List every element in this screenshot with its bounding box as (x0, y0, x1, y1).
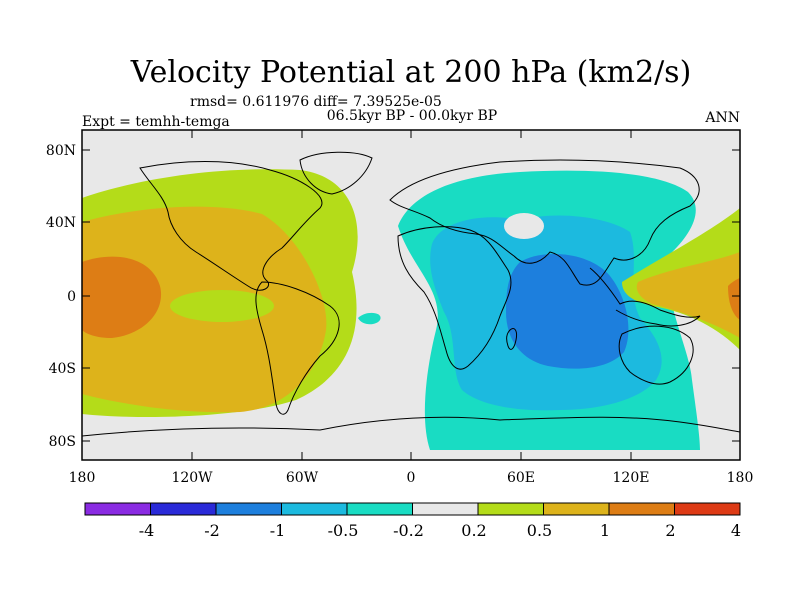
colorbar-swatch (477, 502, 544, 516)
x-tick-label: 180 (69, 470, 96, 486)
africa-coast (397, 226, 512, 370)
positive-core-orange (82, 256, 162, 338)
colorbar-label: -1 (270, 521, 286, 540)
negative-core-blue (506, 253, 629, 369)
coastlines (82, 151, 740, 437)
x-tick-label: 120W (171, 470, 213, 486)
east-positive-orange (728, 278, 740, 320)
east-positive-gold (636, 252, 740, 338)
season-label: ANN (704, 110, 740, 126)
colorbar-swatch (281, 502, 348, 516)
colorbar-label: -0.2 (393, 521, 424, 540)
y-tick-label: 80S (49, 434, 76, 450)
colorbar-label: -4 (139, 521, 155, 540)
colorbar-swatch (412, 502, 479, 516)
colorbar-swatch (608, 502, 675, 516)
x-tick-label: 0 (407, 470, 416, 486)
map-title: Velocity Potential at 200 hPa (km2/s) (130, 55, 692, 90)
europe-asia-coast (389, 159, 700, 286)
experiment-label: Expt = temhh-temga (82, 114, 230, 130)
colorbar-swatch (150, 502, 217, 516)
australia-coast (618, 325, 694, 385)
x-tick-label: 180 (727, 470, 754, 486)
colorbar-swatch (346, 502, 413, 516)
south-america-coast (255, 281, 340, 415)
colorbar-label: 0.5 (527, 521, 552, 540)
colorbar-label: 1 (600, 521, 610, 540)
colorbar-swatch (84, 502, 151, 516)
stats-label: rmsd= 0.611976 diff= 7.39525e-05 (190, 94, 442, 110)
y-tick-label: 80N (46, 143, 76, 159)
x-axis: 180 120W 60W 0 60E 120E 180 (69, 130, 754, 486)
x-tick-label: 60E (507, 470, 535, 486)
colorbar-swatch (674, 502, 741, 516)
y-tick-label: 40S (49, 361, 76, 377)
negative-hole (504, 213, 544, 239)
x-tick-label: 120E (613, 470, 650, 486)
period-label: 06.5kyr BP - 00.0kyr BP (327, 108, 497, 124)
colorbar-label: -0.5 (328, 521, 359, 540)
southeast-asia-coast (589, 267, 701, 327)
y-tick-label: 40N (46, 215, 76, 231)
x-tick-label: 60W (286, 470, 319, 486)
antarctica-coast (82, 416, 740, 437)
colorbar-swatch (215, 502, 282, 516)
colorbar-label: -2 (204, 521, 220, 540)
greenland-coast (299, 151, 373, 195)
colorbar-label: 2 (665, 521, 675, 540)
positive-hole (170, 290, 274, 322)
north-america-coast (139, 161, 323, 291)
map-field (82, 130, 740, 460)
colorbar-label: 0.2 (461, 521, 486, 540)
madagascar-coast (506, 327, 517, 350)
y-axis: 80N 40N 0 40S 80S (46, 143, 740, 450)
negative-patch-small (358, 312, 381, 325)
y-tick-label: 0 (67, 289, 76, 305)
colorbar-swatch (543, 502, 610, 516)
colorbar-label: 4 (731, 521, 741, 540)
colorbar: -4 -2 -1 -0.5 -0.2 0.2 0.5 1 2 4 (84, 502, 741, 540)
